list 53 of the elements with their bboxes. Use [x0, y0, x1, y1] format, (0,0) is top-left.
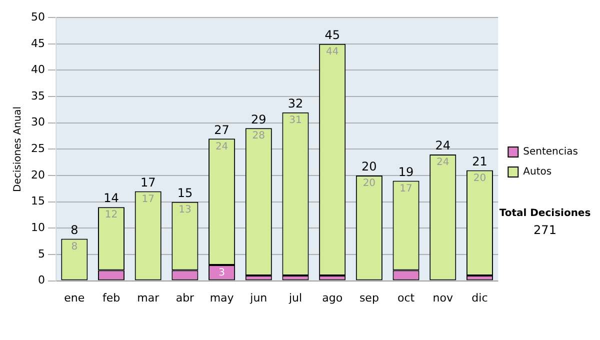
data-label: 20: [362, 178, 376, 190]
y-tick-label: 45: [30, 36, 45, 50]
x-tick-label: mar: [137, 291, 160, 304]
y-tick-label: 10: [30, 221, 45, 234]
y-tick-label: 30: [30, 116, 45, 129]
data-label: 13: [178, 204, 192, 216]
data-label: 24: [215, 141, 228, 152]
total-label: 17: [140, 175, 156, 190]
total-label: 29: [251, 112, 266, 126]
x-tick-label: jul: [288, 291, 302, 304]
x-tick-label: oct: [397, 291, 416, 304]
data-label: 8: [71, 241, 78, 252]
y-tick-label: 50: [30, 10, 45, 24]
x-tick-label: ene: [64, 291, 85, 304]
total-label: 8: [70, 222, 78, 237]
x-tick-label: may: [210, 291, 234, 304]
total-label: 14: [104, 191, 119, 206]
x-tick-label: jun: [249, 291, 268, 304]
data-label: 20: [473, 172, 486, 184]
x-tick-label: abr: [176, 291, 195, 304]
x-tick-label: dic: [472, 291, 488, 304]
total-label: 19: [398, 164, 414, 179]
data-label: 17: [142, 194, 154, 205]
text: Total Decisiones: [498, 208, 592, 219]
data-label: 3: [218, 268, 225, 279]
x-tick-label: sep: [359, 291, 379, 304]
total-label: 32: [288, 96, 304, 110]
total-label: 21: [472, 154, 488, 168]
total-label: 45: [324, 28, 340, 42]
data-label: 44: [326, 46, 339, 58]
y-tick-label: 0: [38, 274, 45, 287]
data-label: 28: [252, 130, 266, 142]
x-tick-label: feb: [102, 291, 120, 304]
y-tick-label: 20: [30, 168, 45, 182]
x-tick-label: nov: [432, 291, 454, 304]
y-tick-label: 25: [30, 142, 45, 156]
total-label: 27: [214, 122, 230, 137]
legend-label: Sentencias: [523, 146, 578, 158]
total-label: 24: [435, 138, 451, 153]
x-tick-label: ago: [322, 291, 343, 304]
total-label: 20: [362, 160, 377, 174]
data-label: 17: [400, 183, 412, 194]
total-label: 15: [177, 186, 193, 200]
data-label: 31: [289, 114, 302, 126]
text: 271: [532, 223, 558, 237]
y-tick-label: 15: [30, 194, 45, 208]
y-axis-title: Decisiones Anual: [12, 106, 24, 192]
y-tick-label: 5: [38, 247, 45, 260]
y-tick-label: 35: [30, 89, 45, 102]
data-label: 12: [104, 210, 118, 221]
legend-label: Autos: [523, 166, 552, 178]
y-tick-label: 40: [30, 63, 45, 76]
data-label: 24: [436, 157, 450, 168]
